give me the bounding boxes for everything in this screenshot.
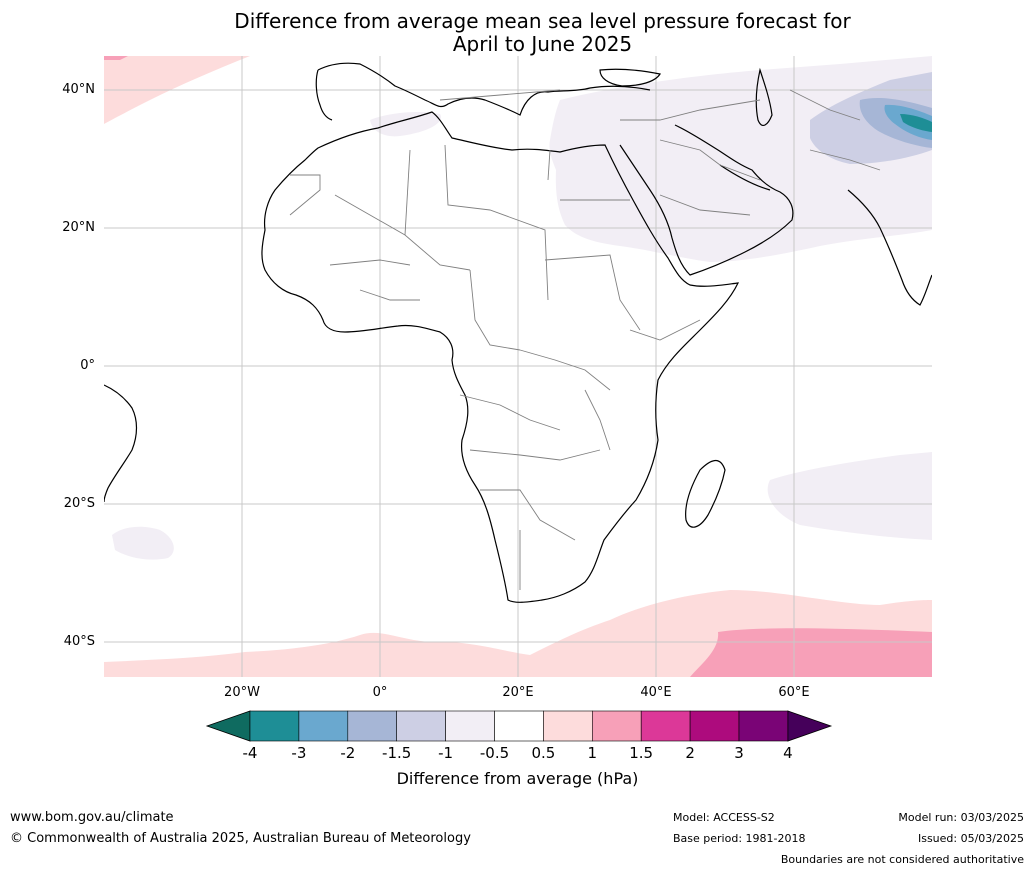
south-america-coastline xyxy=(104,384,138,503)
footer-model: Model: ACCESS-S2 xyxy=(673,811,775,824)
lon-label-20w: 20°W xyxy=(224,685,260,700)
colorbar-tick-label: -2 xyxy=(340,744,356,762)
title-line-2: April to June 2025 xyxy=(452,32,633,56)
black-sea-coastline xyxy=(599,68,661,87)
colorbar-tick-label: 1 xyxy=(587,744,598,762)
title-line-1: Difference from average mean sea level p… xyxy=(234,9,851,33)
colorbar-segment xyxy=(249,710,300,742)
caspian-coastline xyxy=(755,67,773,127)
colorbar-segment xyxy=(591,710,642,742)
lon-label-60e: 60°E xyxy=(778,685,810,700)
lat-label-40s: 40°S xyxy=(63,634,95,649)
lat-label-0: 0° xyxy=(80,358,95,373)
colorbar-title: Difference from average (hPa) xyxy=(396,769,639,788)
footer-model-run: Model run: 03/03/2025 xyxy=(898,811,1024,824)
arabia-coastline xyxy=(619,124,794,276)
footer-base-period: Base period: 1981-2018 xyxy=(673,832,806,845)
anomaly-area-negative-mediterranean xyxy=(370,112,441,137)
footer-url[interactable]: www.bom.gov.au/climate xyxy=(10,810,174,825)
colorbar-tick-label: 4 xyxy=(783,744,793,762)
country-borders xyxy=(289,89,881,590)
lat-label-40n: 40°N xyxy=(62,82,95,97)
colorbar-segment xyxy=(738,710,789,742)
colorbar-extend-min xyxy=(205,710,251,742)
india-coastline xyxy=(847,189,932,306)
lon-label-40e: 40°E xyxy=(640,685,672,700)
lat-label-20n: 20°N xyxy=(62,220,95,235)
chart-title: Difference from average mean sea level p… xyxy=(0,10,1035,56)
colorbar-segment xyxy=(494,710,544,742)
lon-label-20e: 20°E xyxy=(502,685,534,700)
colorbar-segment xyxy=(543,710,593,742)
colorbar-segment xyxy=(445,710,495,742)
anomaly-area-positive-northwest xyxy=(104,56,250,124)
anomaly-area-positive-southern-indian-ocean xyxy=(690,628,932,677)
anomaly-area-positive-northwest-strong xyxy=(104,56,128,60)
anomaly-area-negative-indian-ocean xyxy=(767,452,932,540)
africa-coastline xyxy=(261,111,740,603)
colorbar-tick-label: -1 xyxy=(438,744,454,762)
colorbar-tick-label: 0.5 xyxy=(531,744,556,762)
lon-label-0: 0° xyxy=(372,685,388,700)
colorbar-segment xyxy=(298,710,349,742)
colorbar-segment xyxy=(640,710,691,742)
colorbar-tick-label: -4 xyxy=(242,744,258,762)
footer-copyright: © Commonwealth of Australia 2025, Austra… xyxy=(10,831,471,846)
colorbar-tick-label: -1.5 xyxy=(382,744,412,762)
colorbar-segment xyxy=(347,710,397,742)
colorbar xyxy=(205,710,833,742)
colorbar-segment xyxy=(689,710,740,742)
footer-disclaimer: Boundaries are not considered authoritat… xyxy=(780,853,1024,866)
footer-issued: Issued: 05/03/2025 xyxy=(917,832,1024,845)
colorbar-tick-label: 1.5 xyxy=(629,744,654,762)
madagascar-coastline xyxy=(685,460,726,528)
colorbar-tick-label: 3 xyxy=(734,744,744,762)
anomaly-area-negative-south-atlantic xyxy=(112,526,174,560)
anomaly-area-strongest-negative-himalaya xyxy=(900,114,932,132)
lat-label-20s: 20°S xyxy=(63,496,95,511)
colorbar-tick-label: 2 xyxy=(685,744,695,762)
gridlines xyxy=(104,56,932,677)
colorbar-tick-label: -0.5 xyxy=(479,744,510,762)
colorbar-tick-label: -3 xyxy=(291,744,307,762)
colorbar-segment xyxy=(396,710,446,742)
colorbar-extend-max xyxy=(787,710,833,742)
